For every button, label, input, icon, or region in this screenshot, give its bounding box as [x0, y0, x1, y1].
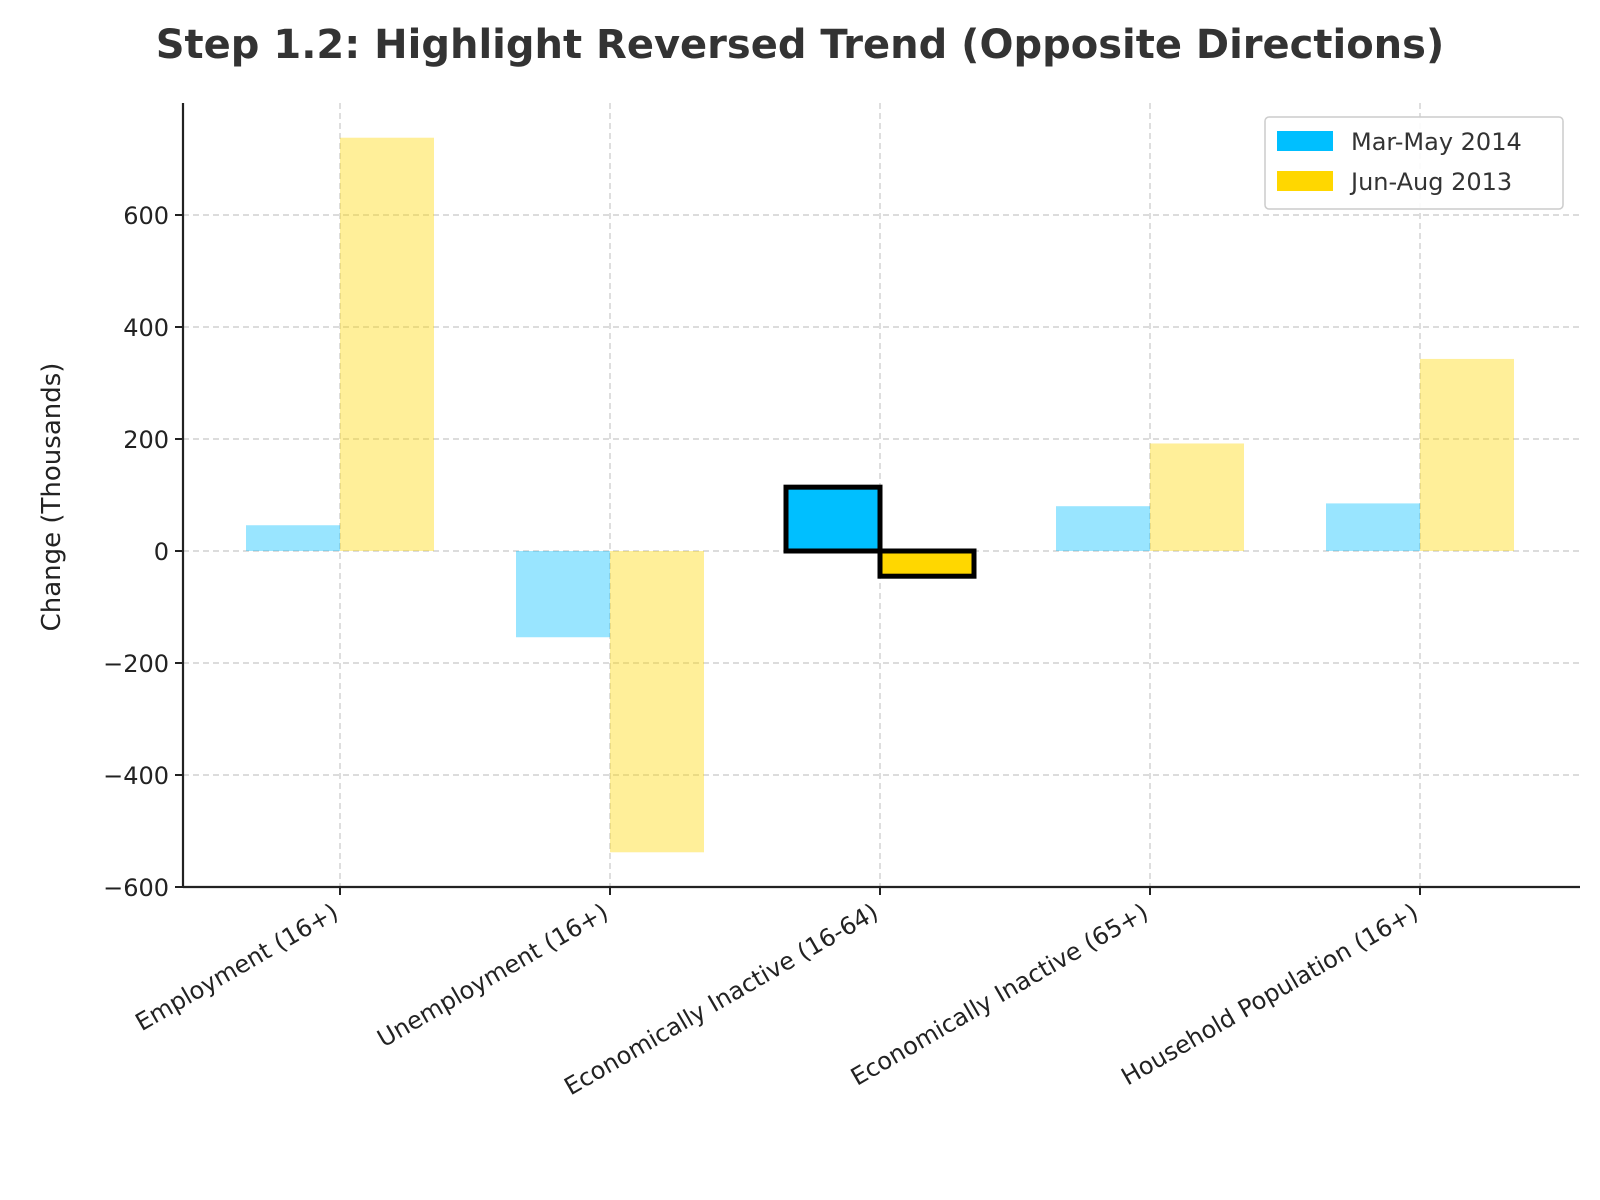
legend-swatch [1277, 171, 1333, 191]
bar-series1-0 [246, 525, 340, 551]
y-tick-label: 200 [123, 426, 169, 454]
bar-series2-3 [1150, 443, 1244, 551]
bar-series1-3 [1056, 506, 1150, 551]
bar-series1-2 [783, 484, 883, 554]
bar-layer [246, 137, 1514, 853]
x-tick-label: Unemployment (16+) [373, 898, 613, 1053]
y-tick-label: 0 [154, 538, 169, 566]
y-tick-label: −200 [103, 650, 169, 678]
chart-title: Step 1.2: Highlight Reversed Trend (Oppo… [156, 22, 1445, 68]
y-tick-label: 400 [123, 314, 169, 342]
legend-swatch [1277, 131, 1333, 151]
x-tick-label: Economically Inactive (16-64) [559, 898, 883, 1101]
bar-series2-0 [340, 137, 434, 551]
legend[interactable]: Mar-May 2014 Jun-Aug 2013 [1264, 116, 1564, 210]
bar-series1-1 [516, 551, 610, 638]
y-axis-label: Change (Thousands) [37, 363, 67, 632]
x-tick-label: Employment (16+) [131, 898, 343, 1037]
axis-layer: −600 −400 −200 0 200 400 600 Employment (16+) Un… [103, 103, 1580, 1101]
x-tick-label: Household Population (16+) [1117, 898, 1423, 1091]
legend-label: Mar-May 2014 [1351, 128, 1522, 156]
legend-frame [1264, 116, 1564, 210]
legend-label: Jun-Aug 2013 [1349, 168, 1512, 196]
y-tick-label: 600 [123, 202, 169, 230]
bar-series2-4 [1420, 358, 1514, 551]
bar-series2-2 [877, 548, 977, 579]
y-tick-label: −400 [103, 762, 169, 790]
bar-series2-1 [610, 551, 704, 853]
x-tick-label: Economically Inactive (65+) [846, 898, 1153, 1091]
bar-series1-4 [1326, 503, 1420, 551]
grid-layer [183, 103, 1580, 888]
y-tick-label: −600 [103, 874, 169, 902]
